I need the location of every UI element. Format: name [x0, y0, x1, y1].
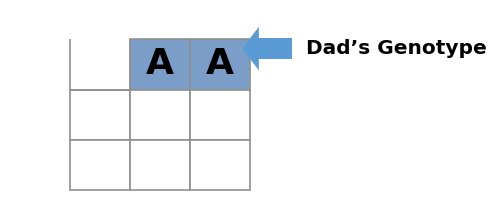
Text: Dad’s Genotype: Dad’s Genotype — [306, 39, 487, 58]
Bar — [130, 140, 190, 190]
Bar — [70, 90, 130, 140]
Bar — [70, 39, 130, 90]
Text: A: A — [146, 48, 174, 81]
Bar — [130, 39, 190, 90]
Bar — [190, 90, 250, 140]
Polygon shape — [242, 27, 259, 70]
Bar — [190, 140, 250, 190]
Bar — [70, 140, 130, 190]
Bar — [190, 39, 250, 90]
Bar — [130, 90, 190, 140]
Text: A: A — [206, 48, 234, 81]
Bar — [257, 38, 292, 59]
